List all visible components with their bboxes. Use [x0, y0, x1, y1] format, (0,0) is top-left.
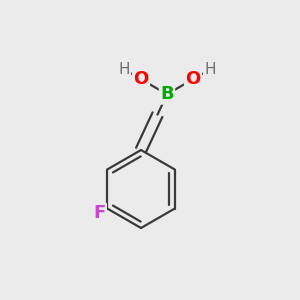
Text: F: F — [93, 204, 106, 222]
Text: B: B — [160, 85, 174, 103]
Text: O: O — [134, 70, 148, 88]
Text: H: H — [118, 62, 130, 77]
Text: O: O — [185, 70, 201, 88]
Text: H: H — [204, 62, 216, 77]
